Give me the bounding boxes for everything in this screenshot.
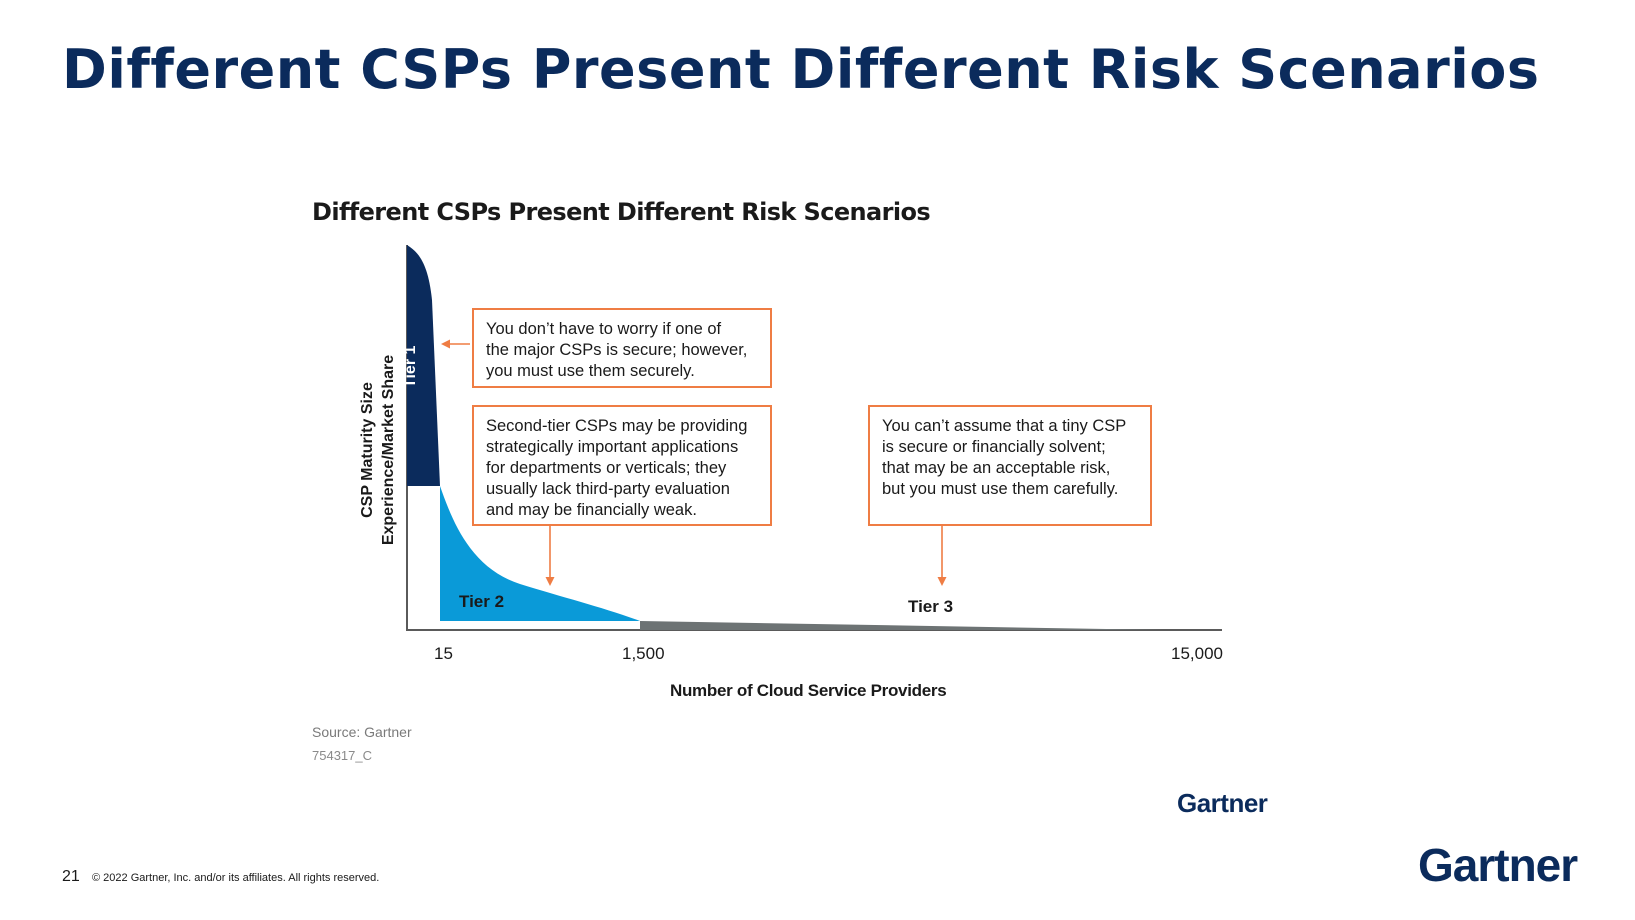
annotation-line: and may be financially weak. [486, 501, 697, 519]
annotation-tier1: You don’t have to worry if one of the ma… [472, 308, 772, 388]
figure-logo: Gartner [1177, 788, 1268, 818]
x-tick-label: 15,000 [1171, 644, 1223, 663]
arrow-tier2 [545, 526, 555, 586]
x-tick-label: 1,500 [622, 644, 665, 663]
annotation-line: the major CSPs is secure; however, [486, 341, 748, 359]
y-axis-label-line2: Experience/Market Share [380, 354, 397, 546]
slide-title: Different CSPs Present Different Risk Sc… [62, 38, 1540, 101]
tier2-label: Tier 2 [459, 592, 505, 611]
tier3-area [640, 621, 1165, 630]
annotation-line: is secure or financially solvent; [882, 438, 1106, 456]
tier1-area [407, 245, 440, 486]
arrow-tier3 [937, 526, 947, 586]
annotation-tier3: You can’t assume that a tiny CSP is secu… [868, 405, 1152, 526]
arrow-tier1 [441, 339, 470, 349]
annotation-line: Second-tier CSPs may be providing [486, 417, 748, 435]
gartner-logo: Gartner [1418, 839, 1578, 891]
annotation-line: for departments or verticals; they [486, 459, 727, 477]
y-axis-label: CSP Maturity Size Experience/Market Shar… [357, 320, 399, 580]
annotation-line: You can’t assume that a tiny CSP [882, 417, 1127, 435]
tier3-label: Tier 3 [908, 597, 954, 616]
figure-source: Source: Gartner [312, 724, 412, 740]
tier2-area [440, 486, 640, 621]
annotation-line: you must use them securely. [486, 362, 695, 380]
page-number: 21 [62, 868, 80, 885]
annotation-line: usually lack third-party evaluation [486, 480, 730, 498]
figure-id: 754317_C [312, 748, 372, 763]
annotation-line: that may be an acceptable risk, [882, 459, 1111, 477]
x-tick-label: 15 [434, 644, 453, 663]
x-axis-label: Number of Cloud Service Providers [670, 681, 947, 700]
annotation-line: You don’t have to worry if one of [486, 320, 722, 338]
tier1-label: Tier 1 [402, 345, 419, 388]
annotation-line: strategically important applications [486, 438, 739, 456]
figure-title: Different CSPs Present Different Risk Sc… [312, 198, 931, 226]
copyright-notice: © 2022 Gartner, Inc. and/or its affiliat… [92, 872, 380, 884]
y-axis-label-line1: CSP Maturity Size [359, 382, 376, 518]
annotation-tier2: Second-tier CSPs may be providing strate… [472, 405, 772, 526]
annotation-line: but you must use them carefully. [882, 480, 1119, 498]
